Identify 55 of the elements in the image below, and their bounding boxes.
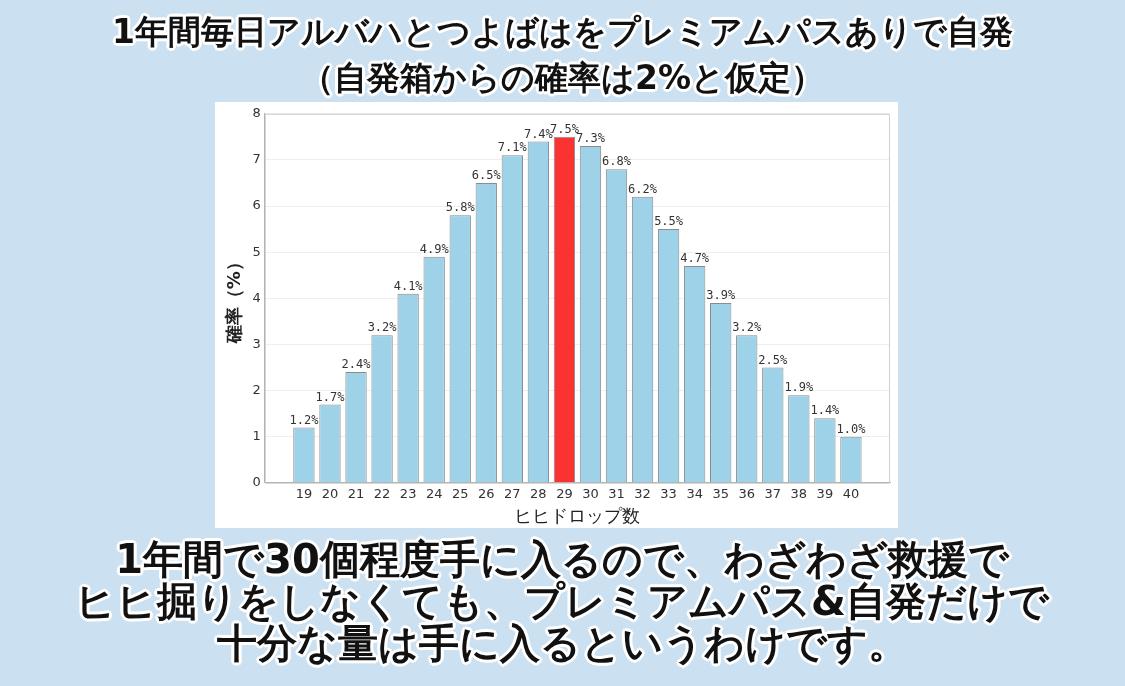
data-label: 5.8% xyxy=(445,200,476,215)
data-label: 3.2% xyxy=(732,320,762,335)
data-label: 7.1% xyxy=(497,140,528,155)
data-label: 6.8% xyxy=(602,154,632,169)
data-label: 2.4% xyxy=(341,357,372,372)
data-label: 4.9% xyxy=(419,241,450,256)
data-label: 6.2% xyxy=(628,181,658,196)
x-tick-label: 24 xyxy=(425,485,443,501)
x-tick-label: 21 xyxy=(347,485,365,501)
x-axis-title: ヒヒドロップ数 xyxy=(514,504,641,526)
y-tick-label: 8 xyxy=(252,105,261,121)
x-tick-label: 28 xyxy=(530,485,547,501)
x-tick-label: 26 xyxy=(478,485,495,501)
text: 1年間で30個程度手に入るので、わざわざ救援でヒヒ掘りをしなくても、プレミアムパス&自発だけで十分な量は手に入るというわけです。 xyxy=(74,536,1051,666)
y-tick-label: 5 xyxy=(252,243,261,259)
y-tick-label: 1 xyxy=(252,428,261,444)
x-tick-label: 32 xyxy=(634,485,651,501)
x-tick-label: 31 xyxy=(608,485,625,501)
x-tick-label: 39 xyxy=(816,485,834,501)
data-label: 4.7% xyxy=(680,251,710,266)
data-label: 1.4% xyxy=(810,403,841,418)
x-tick-label: 25 xyxy=(451,485,469,501)
data-label: 5.5% xyxy=(654,214,684,229)
y-tick-label: 3 xyxy=(252,335,261,351)
x-tick-label: 33 xyxy=(660,485,677,501)
data-label: 1.0% xyxy=(836,421,867,436)
data-label: 4.1% xyxy=(393,278,424,293)
chart-subtitle: （自発箱からの確率は2%と仮定） xyxy=(300,58,825,98)
x-tick-label: 29 xyxy=(556,485,573,501)
data-label: 1.2% xyxy=(289,412,320,427)
x-tick-label: 35 xyxy=(712,485,729,501)
data-label: 3.2% xyxy=(367,320,398,335)
x-tick-label: 37 xyxy=(764,485,782,501)
data-label: 1.9% xyxy=(784,380,815,395)
x-tick-label: 20 xyxy=(321,485,339,501)
y-tick-label: 2 xyxy=(252,381,261,397)
x-tick-label: 38 xyxy=(790,485,808,501)
y-tick-label: 4 xyxy=(252,289,261,305)
data-label: 6.5% xyxy=(471,168,502,183)
x-tick-label: 23 xyxy=(399,485,417,501)
chart-title: 1年間毎日アルバハとつよばはをプレミアムパスありで自発 xyxy=(111,12,1014,52)
data-label: 2.5% xyxy=(758,352,789,367)
x-tick-label: 19 xyxy=(295,485,313,501)
x-tick-label: 36 xyxy=(738,485,756,501)
data-label: 1.7% xyxy=(315,389,346,404)
x-tick-label: 27 xyxy=(504,485,521,501)
y-axis-title: 確率（%） xyxy=(223,253,245,345)
y-tick-label: 7 xyxy=(252,151,261,167)
x-tick-label: 40 xyxy=(842,485,860,501)
x-tick-label: 30 xyxy=(582,485,599,501)
data-label: 3.9% xyxy=(706,288,736,303)
y-tick-label: 0 xyxy=(252,474,261,490)
y-tick-label: 6 xyxy=(252,197,261,213)
x-tick-label: 34 xyxy=(686,485,703,501)
x-tick-label: 22 xyxy=(373,485,391,501)
